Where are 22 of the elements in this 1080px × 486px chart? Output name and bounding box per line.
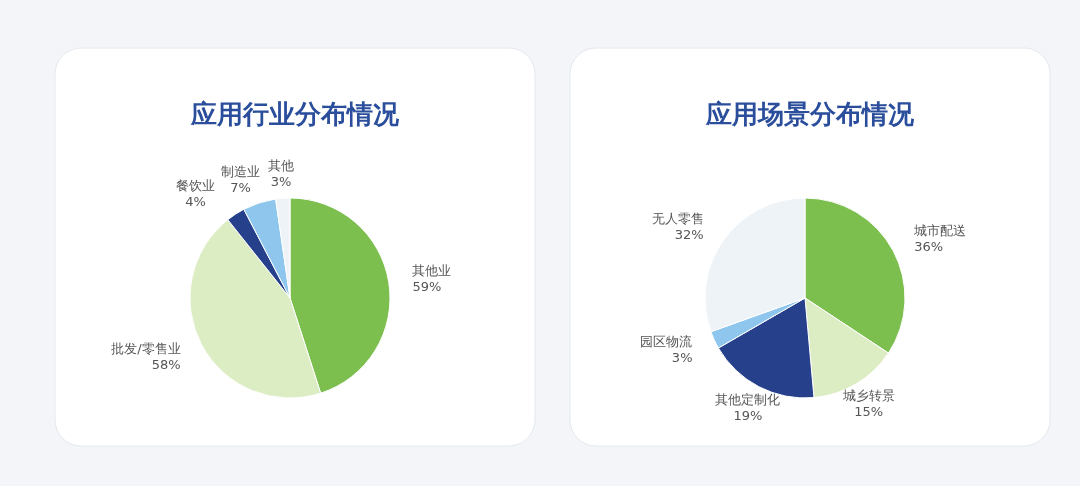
slice-label: 城市配送 [913, 223, 967, 239]
slice-label: 餐饮业 [176, 177, 216, 193]
chart-title: 应用行业分布情况 [190, 99, 400, 129]
slice-label: 城乡转景 [841, 388, 895, 404]
chart-title: 应用场景分布情况 [705, 99, 915, 129]
data-label: 3% [671, 350, 693, 366]
data-label: 15% [854, 404, 884, 420]
data-label: 19% [733, 408, 763, 424]
data-label: 7% [230, 179, 251, 195]
slice-label: 其他定制化 [715, 392, 781, 408]
slice-label: 批发/零售业 [111, 340, 181, 356]
slice-label: 其他 [268, 158, 295, 174]
data-label: 36% [914, 239, 944, 255]
data-label: 32% [674, 226, 704, 242]
data-label: 4% [185, 193, 206, 209]
slice-label: 无人零售 [651, 210, 704, 226]
data-label: 58% [151, 356, 181, 372]
data-label: 3% [270, 174, 292, 190]
slice-label: 制造业 [221, 163, 261, 179]
slice-label: 园区物流 [640, 334, 693, 350]
slice-label: 其他业 [412, 262, 452, 278]
data-label: 59% [412, 278, 442, 294]
